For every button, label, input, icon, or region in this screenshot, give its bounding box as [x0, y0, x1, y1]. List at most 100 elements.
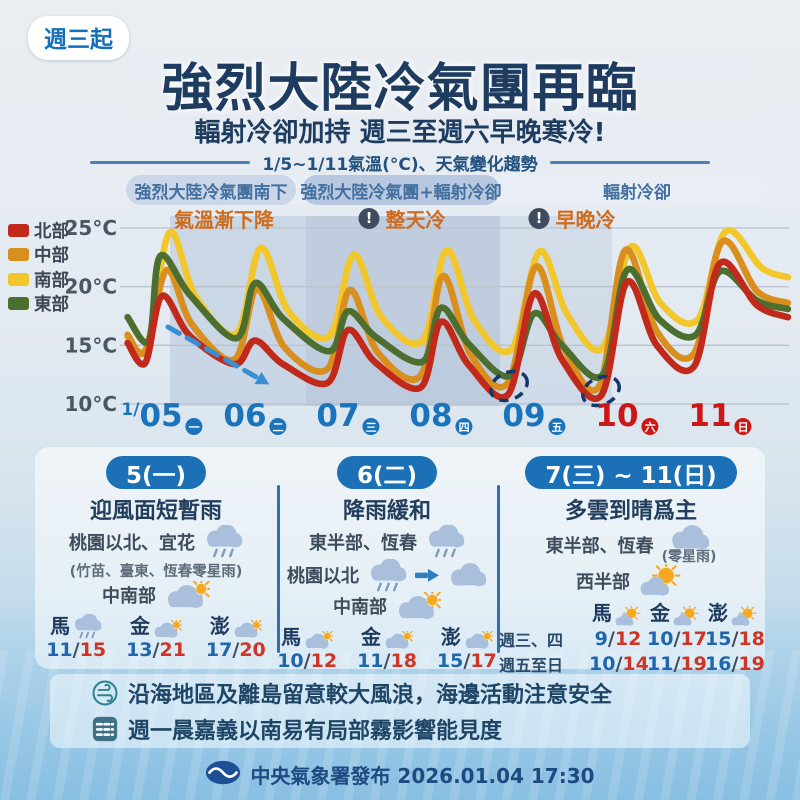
y-tick-label: 25°C	[64, 216, 117, 240]
fog-icon	[92, 716, 118, 742]
island-name: 金	[360, 624, 381, 649]
forecast-row: 東半部、恆春	[309, 525, 465, 559]
high-temp: 14	[622, 653, 649, 676]
island-name: 馬	[281, 624, 302, 649]
legend-item-北部: 北部	[8, 218, 69, 243]
temp-slash: /	[731, 653, 739, 676]
phase-note-1: 氣溫漸下降	[174, 205, 274, 232]
low-temp: 11	[357, 649, 384, 672]
rain-cloud-icon	[72, 613, 102, 639]
forecast-rows: 桃園以北、宜花 (竹苗、臺東、恆春零星雨) 中南部	[35, 525, 277, 610]
island-header-馬: 馬	[589, 597, 647, 626]
day-number: 05	[139, 398, 183, 434]
forecast-rows: 東半部、恆春 (零星雨) 西半部	[497, 525, 765, 597]
region-label: 西半部	[576, 571, 630, 593]
high-temp: 20	[239, 639, 266, 661]
temp-slash: /	[731, 628, 739, 651]
phase-note-2: ! 整天冷	[358, 205, 446, 232]
weekday-badge: 二	[269, 418, 287, 435]
forecast-row: 西半部	[576, 564, 686, 597]
cooling-trend-arrow	[165, 324, 261, 381]
phase-note-text: 早晚冷	[555, 207, 616, 232]
phase-note-text: 氣溫漸下降	[174, 207, 274, 232]
chart-caption-row: 1/5~1/11氣溫(°C)、天氣變化趨勢	[90, 150, 711, 175]
cloud-sun-icon	[395, 592, 441, 621]
footer: 中央氣象署發布 2026.01.04 17:30	[0, 760, 800, 789]
date-pill: 5(一)	[105, 456, 207, 489]
islands-week-table: 馬 金 澎 週三、四 9/12 10/17 15/18 週五至日 10/14 11/19 16…	[499, 597, 765, 676]
legend-item-南部: 南部	[8, 267, 69, 292]
week-row-label: 週三、四	[499, 631, 564, 651]
legend-label: 南部	[34, 270, 69, 291]
island-name: 澎	[440, 624, 461, 649]
caption-divider-right	[549, 161, 711, 164]
phase-note-text: 整天冷	[385, 207, 446, 232]
notes-panel: 沿海地區及離島留意較大風浪，海邊活動注意安全 週一晨嘉義以南易有局部霧影響能見度	[50, 674, 750, 748]
high-temp: 12	[614, 628, 642, 651]
island-name: 馬	[50, 614, 71, 638]
temp-slash: /	[152, 639, 160, 661]
day-number: 08	[409, 398, 453, 434]
chart-legend: 北部 中部 南部 東部	[8, 218, 69, 316]
date-pill: 7(三) ~ 11(日)	[525, 456, 737, 489]
high-temp: 18	[390, 649, 417, 672]
temp-slash: /	[383, 649, 391, 672]
temp-slash: /	[232, 639, 240, 661]
forecast-panel: 5(一) 迎風面短暫雨 桃園以北、宜花 (竹苗、臺東、恆春零星雨) 中南部 馬 11/…	[35, 447, 765, 675]
date-pill: 6(二)	[336, 456, 438, 489]
legend-item-中部: 中部	[8, 243, 69, 268]
island-name-icon: 金	[130, 610, 182, 639]
island-name: 金	[129, 614, 150, 638]
weekday-badge: 六	[641, 418, 659, 435]
week-temps: 10/17	[647, 628, 707, 650]
low-temp: 10	[589, 653, 616, 676]
island-金: 金 13/21	[126, 610, 186, 661]
forecast-row: (竹苗、臺東、恆春零星雨)	[70, 560, 243, 581]
high-temp: 19	[680, 653, 707, 676]
warning-icon: !	[528, 207, 550, 229]
island-name-icon: 金	[361, 621, 413, 650]
cloud-sun-icon	[164, 580, 210, 610]
forecast-heading: 降雨緩和	[342, 499, 431, 524]
region-label: 中南部	[333, 597, 387, 619]
source-text: 中央氣象署發布 2026.01.04 17:30	[250, 764, 595, 789]
icon-with-caption: (零星雨)	[662, 525, 716, 564]
island-name-icon: 澎	[705, 597, 763, 626]
shade-band-1	[170, 216, 306, 406]
note-text: 週一晨嘉義以南易有局部霧影響能見度	[128, 718, 503, 744]
low-temp-highlight-circle-1	[489, 369, 529, 403]
cloud-sun-icon	[463, 631, 493, 650]
page-title: 強烈大陸冷氣團再臨	[161, 59, 639, 119]
island-name-icon: 馬	[50, 610, 102, 639]
forecast-column-3: 7(三) ~ 11(日) 多雲到晴爲主 東半部、恆春 (零星雨) 西半部 馬 金 澎 …	[497, 447, 765, 675]
low-temp: 17	[205, 639, 233, 661]
forecast-column-2: 6(二) 降雨緩和 東半部、恆春 桃園以北 中南部 馬 10/12 金 11/18 澎 …	[277, 447, 497, 672]
temperature-line-central	[124, 237, 792, 394]
legend-item-東部: 東部	[8, 292, 69, 317]
low-temp: 9	[594, 628, 608, 651]
day-label-08: 08 四	[409, 398, 473, 435]
sun-cloud-icon	[638, 564, 686, 597]
weekday-badge: 三	[362, 418, 380, 435]
forecast-column-1: 5(一) 迎風面短暫雨 桃園以北、宜花 (竹苗、臺東、恆春零星雨) 中南部 馬 11/…	[35, 447, 277, 669]
low-temp: 13	[126, 639, 153, 661]
temperature-line-east	[124, 251, 792, 381]
low-temp: 15	[436, 649, 464, 672]
island-header-澎: 澎	[705, 597, 763, 626]
high-temp: 12	[310, 649, 338, 672]
note-text: 沿海地區及離島留意較大風浪，海邊活動注意安全	[128, 683, 613, 709]
outlying-islands-row: 馬 11/15 金 13/21 澎 17/20	[46, 610, 266, 661]
forecast-rows: 東半部、恆春 桃園以北 中南部	[277, 525, 497, 621]
outlying-islands-row: 馬 10/12 金 11/18 澎 15/17	[277, 621, 497, 672]
high-temp: 21	[159, 639, 186, 661]
forecast-row: 桃園以北	[287, 558, 487, 593]
region-label: 桃園以北、宜花	[69, 533, 195, 555]
legend-swatch	[8, 272, 29, 286]
island-temps: 11/15	[46, 639, 106, 661]
rain-cloud-icon	[425, 525, 465, 559]
island-name-icon: 金	[647, 597, 705, 626]
low-temp: 11	[647, 653, 674, 676]
island-temps: 11/18	[357, 650, 417, 672]
cwa-logo-icon	[205, 760, 241, 785]
island-name-icon: 澎	[441, 621, 493, 650]
